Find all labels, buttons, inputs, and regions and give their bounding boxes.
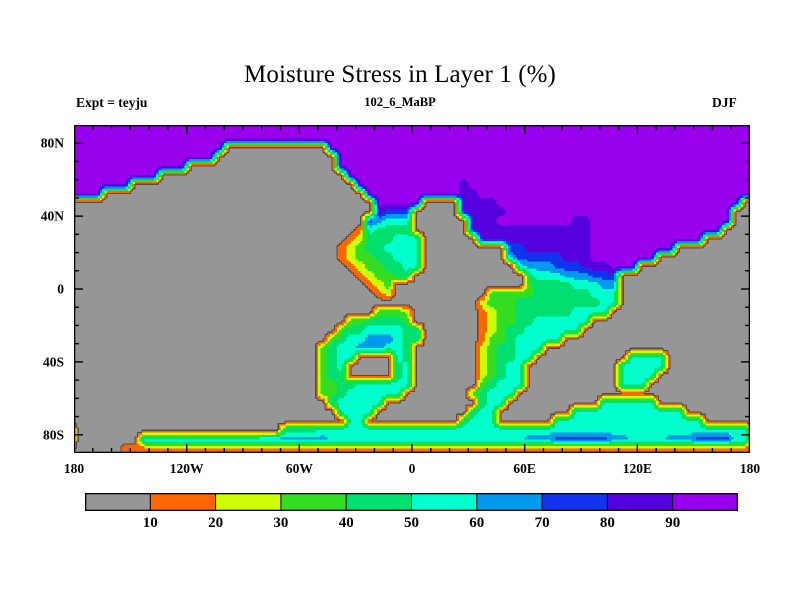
y-tick-label: 80S [42,427,64,443]
x-tick-label: 60W [285,461,313,476]
season-label: DJF [712,95,737,110]
map-plot-area [74,125,750,453]
experiment-label: Expt = teyju [76,95,148,110]
colorbar [85,493,738,511]
colorbar-swatch [411,493,478,511]
colorbar-swatch [150,493,216,511]
colorbar-tick-label: 90 [665,515,681,531]
y-tick-label: 0 [57,281,64,297]
colorbar-tick-label: 30 [273,515,289,531]
colorbar-swatch [346,493,412,511]
figure-subtitle: 102_6_MaBP [364,95,436,109]
x-tick-label: 180 [739,461,761,476]
x-tick-label: 0 [408,461,416,476]
x-tick-label: 120E [622,461,652,476]
colorbar-swatch [607,493,674,511]
colorbar-tick-label: 20 [208,515,224,531]
x-tick-label: 180 [63,461,85,476]
colorbar-tick-label: 50 [404,515,419,531]
colorbar-swatch [672,493,738,511]
colorbar-swatch [542,493,608,511]
colorbar-swatch [476,493,543,511]
y-tick-label: 40S [42,354,64,370]
colorbar-tick-label: 70 [534,515,550,531]
y-tick-label: 40N [40,208,64,224]
x-tick-label: 120W [169,461,204,476]
page-title: Moisture Stress in Layer 1 (%) [244,61,556,88]
colorbar-tick-label: 40 [338,515,354,531]
colorbar-tick-label: 60 [469,515,485,531]
y-tick-label: 80N [40,135,64,151]
colorbar-swatch [85,493,151,511]
colorbar-tick-label: 80 [599,515,615,531]
x-tick-label: 60E [513,461,536,476]
colorbar-swatch [215,493,282,511]
colorbar-tick-label: 10 [142,515,158,531]
colorbar-swatch [280,493,347,511]
